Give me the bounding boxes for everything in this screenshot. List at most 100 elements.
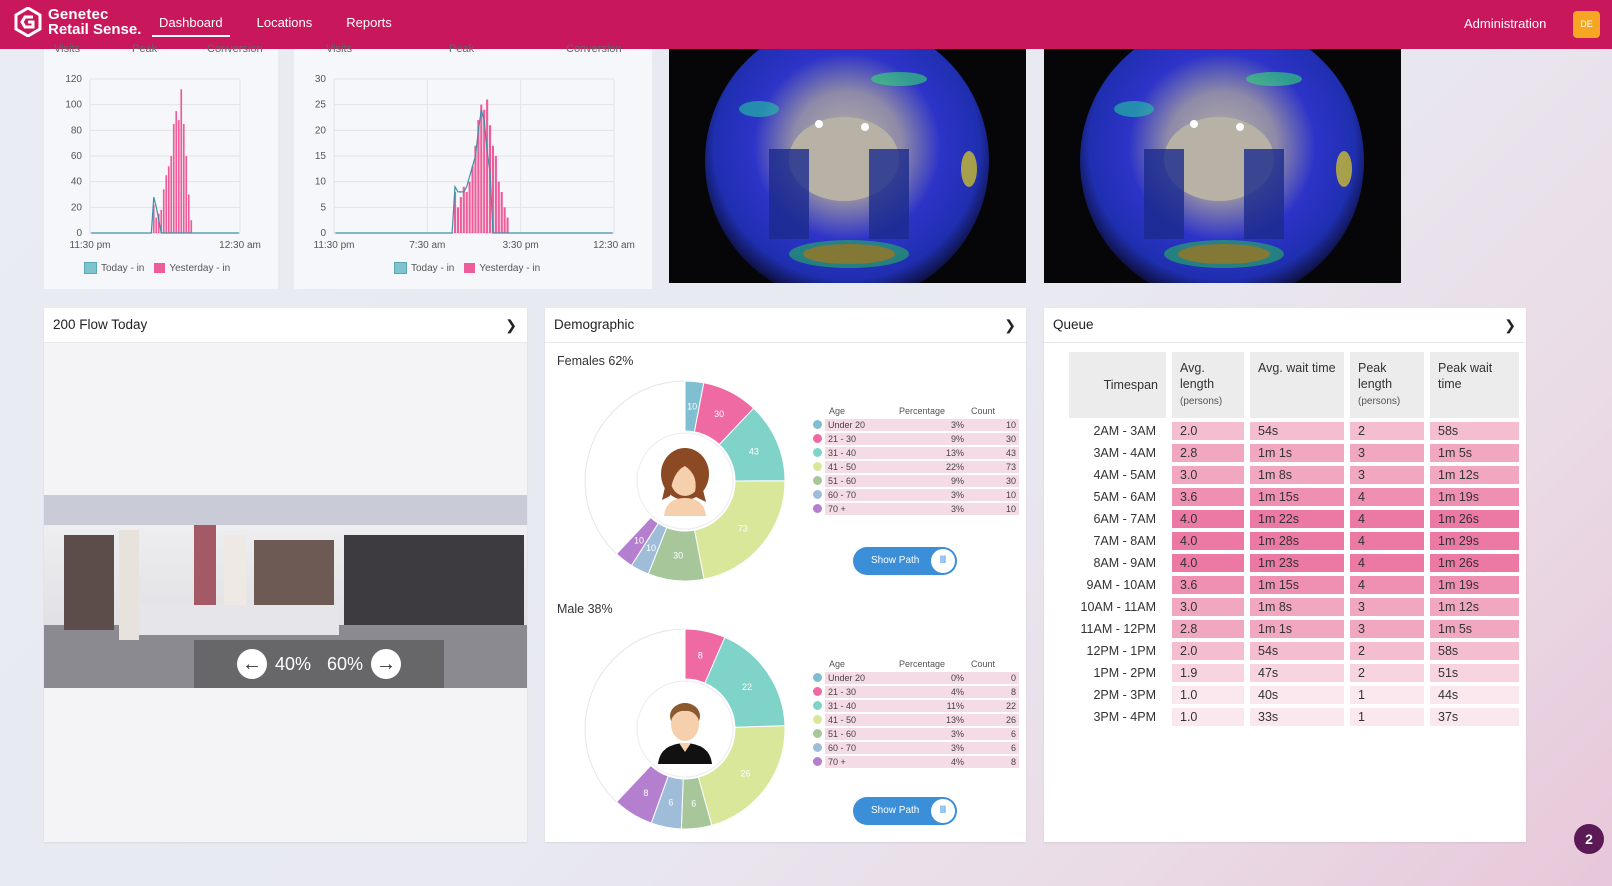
- age-count: 0: [967, 672, 1019, 684]
- slice-label: 43: [749, 446, 759, 456]
- donut-slice: [693, 480, 786, 580]
- slice-label: 6: [691, 798, 696, 808]
- queue-avg-length: 1.0: [1172, 708, 1244, 726]
- female-show-path-button[interactable]: Show Path Ⅲ: [853, 547, 957, 575]
- male-avatar-icon: [658, 703, 712, 764]
- slice-label: 8: [643, 788, 648, 798]
- bar-yesterday: [500, 191, 503, 233]
- queue-panel: Queue ❯ Timespan Avg. length (persons) Av…: [1044, 308, 1526, 842]
- user-avatar[interactable]: DE: [1573, 11, 1600, 38]
- queue-avg-length: 2.0: [1172, 642, 1244, 660]
- age-percentage: 13%: [895, 447, 967, 459]
- age-count: 10: [967, 503, 1019, 515]
- store-photo: [44, 495, 527, 688]
- visits-chart-2: 0 5 10 15 20 25 30 11:30 pm 7:30 am 3:30 pm 12:30 …: [314, 74, 635, 251]
- bar-yesterday: [465, 191, 468, 233]
- arrow-right-icon[interactable]: →: [371, 649, 402, 679]
- age-range: Under 20: [825, 672, 895, 684]
- queue-peak-wait: 1m 29s: [1430, 532, 1519, 550]
- help-notification-badge[interactable]: 2: [1574, 824, 1604, 854]
- chevron-right-icon[interactable]: ❯: [1004, 317, 1016, 333]
- age-row: 51 - 60 9% 30: [810, 475, 1019, 487]
- chevron-right-icon[interactable]: ❯: [505, 317, 517, 333]
- age-percentage: 11%: [895, 700, 967, 712]
- age-dot: [810, 672, 825, 684]
- age-percentage: 4%: [895, 686, 967, 698]
- queue-avg-wait: 1m 15s: [1250, 488, 1344, 506]
- age-row: 31 - 40 11% 22: [810, 700, 1019, 712]
- line-today: [335, 109, 613, 234]
- administration-link[interactable]: Administration: [1464, 16, 1547, 31]
- queue-avg-wait: 33s: [1250, 708, 1344, 726]
- legend-today: Today - in: [411, 262, 455, 274]
- queue-row: 5AM - 6AM 3.6 1m 15s 4 1m 19s: [1069, 488, 1519, 506]
- age-color-dot: [813, 700, 822, 710]
- queue-timespan: 9AM - 10AM: [1086, 578, 1156, 592]
- flow-panel-header[interactable]: 200 Flow Today ❯: [44, 308, 527, 343]
- heatmap-camera-1[interactable]: [669, 49, 1026, 283]
- age-percentage: 9%: [895, 475, 967, 487]
- queue-avg-wait: 1m 23s: [1250, 554, 1344, 572]
- col-avg-length-label: Avg. length: [1180, 361, 1215, 391]
- brand-logo[interactable]: Genetec Retail Sense.: [14, 7, 141, 37]
- arrow-left-icon[interactable]: ←: [236, 649, 267, 679]
- queue-peak-wait: 58s: [1430, 642, 1519, 660]
- demographic-panel-header[interactable]: Demographic ❯: [545, 308, 1026, 343]
- flow-left-percent: 40%: [274, 653, 311, 674]
- legend-swatch-yesterday: [154, 263, 166, 273]
- bar-yesterday: [453, 191, 457, 233]
- age-range: 21 - 30: [825, 433, 895, 445]
- age-percentage: 13%: [895, 714, 967, 726]
- age-range: 41 - 50: [825, 461, 895, 473]
- age-range: 21 - 30: [825, 686, 895, 698]
- queue-avg-wait: 54s: [1250, 422, 1344, 440]
- age-range: 51 - 60: [825, 475, 895, 487]
- show-path-label: Show Path: [871, 805, 920, 816]
- queue-avg-length: 4.0: [1172, 554, 1244, 572]
- nav-reports[interactable]: Reports: [346, 15, 392, 30]
- bar-yesterday: [497, 181, 500, 233]
- header-peak: Peak: [132, 43, 158, 55]
- bar-yesterday: [157, 213, 160, 233]
- male-show-path-button[interactable]: Show Path Ⅲ: [853, 797, 957, 825]
- chevron-right-icon[interactable]: ❯: [1504, 317, 1516, 333]
- queue-peak-wait: 1m 26s: [1430, 554, 1519, 572]
- male-age-donut: 8 22 26 6 6 8: [584, 628, 786, 830]
- slice-label: 30: [714, 409, 724, 419]
- queue-peak-length: 1: [1350, 686, 1424, 704]
- queue-timespan: 5AM - 6AM: [1093, 490, 1156, 504]
- x-tick-label: 3:30 pm: [503, 240, 539, 251]
- visits-chart-1: 0 20 40 60 80 100 120 11:30 pm 12:30 am: [65, 74, 261, 251]
- queue-peak-wait: 37s: [1430, 708, 1519, 726]
- header-conversion: Conversion: [207, 43, 263, 55]
- nav-dashboard[interactable]: Dashboard: [146, 0, 236, 49]
- brand-name: Genetec: [48, 6, 109, 23]
- y-tick-label: 30: [315, 74, 327, 85]
- col-count: Count: [971, 659, 996, 669]
- queue-timespan: 3PM - 4PM: [1093, 710, 1156, 724]
- female-avatar-icon: [661, 448, 709, 516]
- queue-peak-wait: 1m 5s: [1430, 444, 1519, 462]
- queue-panel-header[interactable]: Queue ❯: [1044, 308, 1526, 343]
- bar-yesterday: [486, 99, 489, 234]
- donut-slice: [615, 516, 659, 567]
- heatmap-image-1: [705, 49, 989, 283]
- age-percentage: 4%: [895, 756, 967, 768]
- heatmap-camera-2[interactable]: [1044, 49, 1401, 283]
- bar-yesterday: [175, 111, 178, 233]
- queue-peak-length: 4: [1350, 554, 1424, 572]
- queue-avg-wait: 54s: [1250, 642, 1344, 660]
- nav-locations[interactable]: Locations: [256, 15, 313, 30]
- slice-label: 10: [646, 543, 656, 553]
- queue-peak-wait: 1m 12s: [1430, 466, 1519, 484]
- bar-yesterday: [503, 207, 506, 233]
- queue-peak-length: 3: [1350, 466, 1424, 484]
- age-range: 60 - 70: [825, 489, 895, 501]
- age-dot: [810, 475, 825, 487]
- y-tick-label: 15: [315, 151, 327, 162]
- age-dot: [810, 756, 825, 768]
- age-count: 26: [967, 714, 1019, 726]
- line-today: [91, 196, 239, 234]
- slice-label: 30: [673, 551, 683, 561]
- bar-yesterday: [477, 120, 480, 233]
